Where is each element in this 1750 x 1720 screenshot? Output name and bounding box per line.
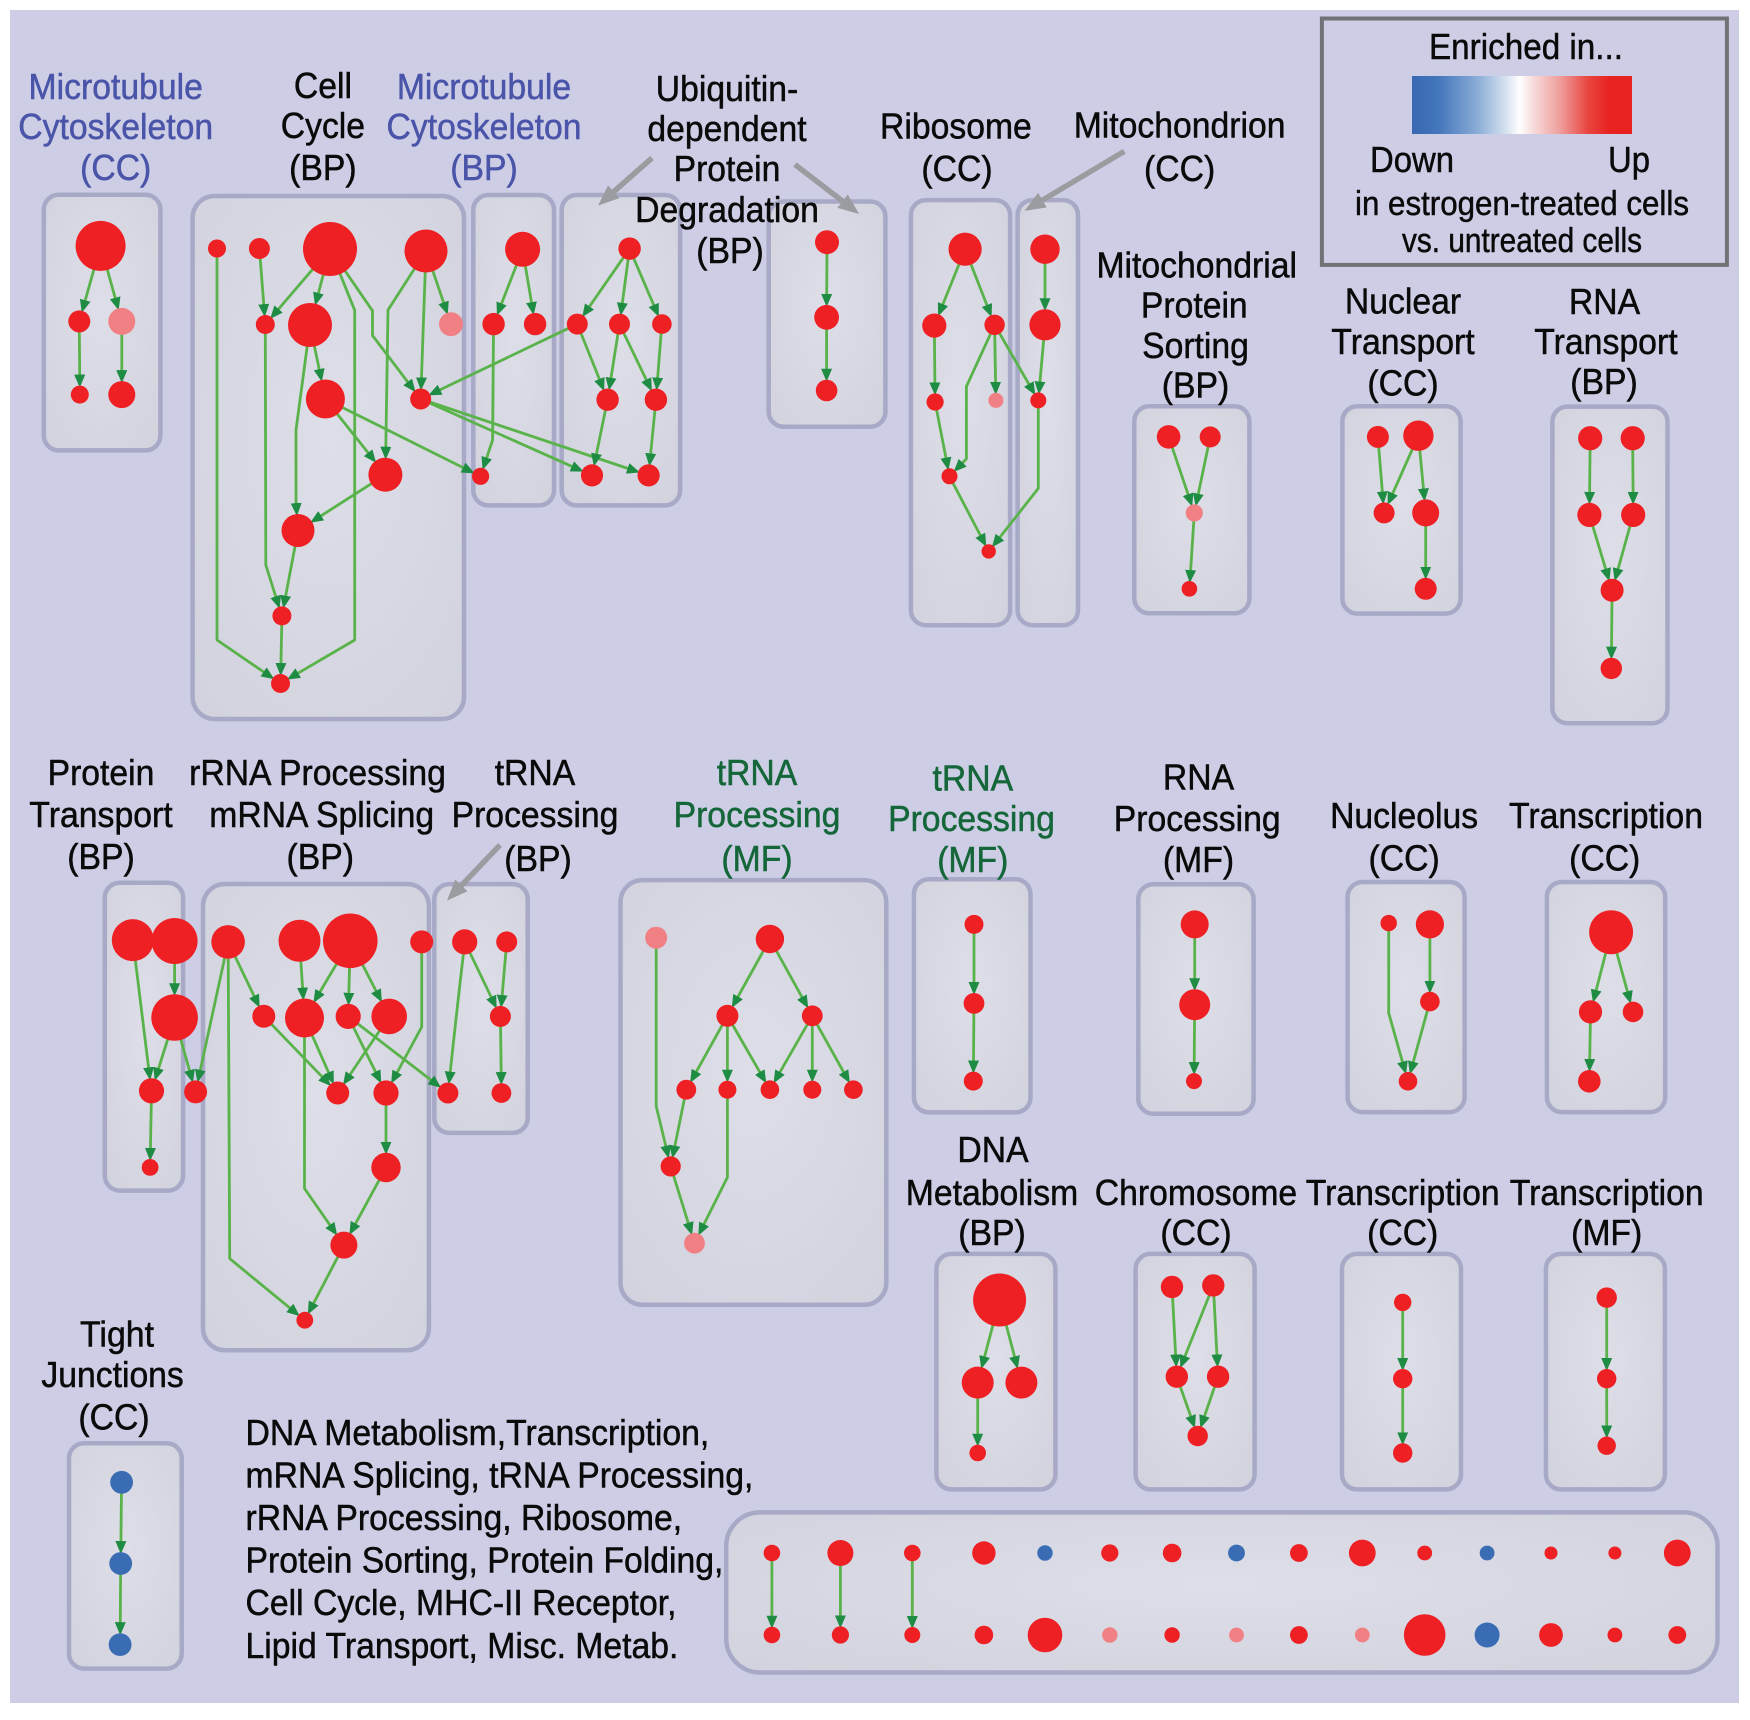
svg-text:Nuclear: Nuclear	[1345, 281, 1461, 322]
svg-text:(BP): (BP)	[67, 836, 135, 877]
svg-text:(CC): (CC)	[78, 1396, 149, 1437]
svg-text:dependent: dependent	[647, 108, 806, 149]
svg-text:Cycle: Cycle	[281, 105, 365, 146]
svg-text:Processing: Processing	[452, 794, 619, 835]
svg-text:DNA Metabolism,Transcription,: DNA Metabolism,Transcription,	[246, 1412, 710, 1453]
svg-text:tRNA: tRNA	[717, 752, 798, 793]
svg-text:Ribosome: Ribosome	[880, 106, 1032, 147]
svg-text:Cytoskeleton: Cytoskeleton	[18, 106, 213, 147]
svg-text:Transcription: Transcription	[1306, 1172, 1500, 1213]
svg-text:tRNA: tRNA	[495, 752, 576, 793]
svg-text:DNA: DNA	[957, 1129, 1028, 1170]
svg-text:(BP): (BP)	[504, 838, 572, 879]
svg-text:(BP): (BP)	[450, 147, 518, 188]
svg-text:mRNA Splicing: mRNA Splicing	[209, 794, 434, 835]
svg-text:Transport: Transport	[1331, 321, 1474, 362]
svg-text:Transport: Transport	[1534, 321, 1677, 362]
svg-text:Nucleolus: Nucleolus	[1330, 795, 1478, 836]
svg-text:Tight: Tight	[80, 1314, 154, 1355]
svg-text:Enriched in...: Enriched in...	[1429, 26, 1623, 67]
svg-text:(CC): (CC)	[1367, 1212, 1438, 1253]
svg-text:(CC): (CC)	[1160, 1212, 1231, 1253]
svg-text:Protein Sorting, Protein Foldi: Protein Sorting, Protein Folding,	[246, 1540, 724, 1581]
svg-text:rRNA Processing, Ribosome,: rRNA Processing, Ribosome,	[246, 1497, 683, 1538]
svg-text:(CC): (CC)	[1144, 148, 1215, 189]
svg-text:Sorting: Sorting	[1142, 325, 1249, 366]
svg-text:mRNA Splicing, tRNA Processing: mRNA Splicing, tRNA Processing,	[246, 1455, 754, 1496]
svg-text:Degradation: Degradation	[635, 189, 819, 230]
svg-text:(BP): (BP)	[287, 836, 355, 877]
svg-text:Mitochondrion: Mitochondrion	[1074, 104, 1286, 145]
svg-text:Transport: Transport	[29, 794, 172, 835]
svg-text:(BP): (BP)	[289, 147, 357, 188]
svg-text:Microtubule: Microtubule	[29, 66, 203, 107]
svg-text:Transcription: Transcription	[1510, 1172, 1704, 1213]
svg-text:(BP): (BP)	[696, 230, 764, 271]
svg-text:Processing: Processing	[674, 794, 841, 835]
svg-text:Junctions: Junctions	[41, 1354, 183, 1395]
svg-text:Cell Cycle, MHC-II Receptor,: Cell Cycle, MHC-II Receptor,	[246, 1582, 677, 1623]
svg-text:(CC): (CC)	[1569, 838, 1640, 879]
svg-text:(BP): (BP)	[1162, 364, 1230, 405]
svg-text:(CC): (CC)	[1367, 363, 1438, 404]
svg-text:Protein: Protein	[1141, 285, 1248, 326]
svg-text:Processing: Processing	[1114, 798, 1281, 839]
svg-text:(MF): (MF)	[1571, 1212, 1642, 1253]
svg-text:Protein: Protein	[674, 148, 781, 189]
svg-text:Processing: Processing	[888, 798, 1055, 839]
svg-text:Lipid Transport, Misc. Metab.: Lipid Transport, Misc. Metab.	[246, 1625, 679, 1666]
svg-text:Up: Up	[1608, 139, 1650, 180]
svg-text:RNA: RNA	[1569, 281, 1640, 322]
svg-text:Chromosome: Chromosome	[1095, 1172, 1297, 1213]
svg-text:(MF): (MF)	[721, 838, 792, 879]
svg-text:Ubiquitin-: Ubiquitin-	[656, 68, 798, 109]
svg-text:RNA: RNA	[1163, 756, 1234, 797]
svg-text:Protein: Protein	[48, 752, 155, 793]
svg-text:(BP): (BP)	[1570, 361, 1638, 402]
svg-text:(MF): (MF)	[937, 839, 1008, 880]
svg-text:(CC): (CC)	[921, 148, 992, 189]
svg-text:Mitochondrial: Mitochondrial	[1096, 244, 1297, 285]
svg-text:Cell: Cell	[294, 65, 352, 106]
svg-text:Microtubule: Microtubule	[397, 66, 571, 107]
svg-text:(CC): (CC)	[1369, 838, 1440, 879]
svg-text:Metabolism: Metabolism	[906, 1172, 1078, 1213]
svg-text:vs. untreated cells: vs. untreated cells	[1402, 222, 1642, 260]
svg-text:tRNA: tRNA	[933, 758, 1014, 799]
svg-text:(BP): (BP)	[958, 1212, 1026, 1253]
svg-text:Cytoskeleton: Cytoskeleton	[387, 106, 582, 147]
svg-text:rRNA Processing: rRNA Processing	[189, 752, 446, 793]
svg-text:in estrogen-treated cells: in estrogen-treated cells	[1355, 185, 1689, 223]
svg-text:Transcription: Transcription	[1509, 795, 1703, 836]
svg-text:(MF): (MF)	[1163, 839, 1234, 880]
svg-text:Down: Down	[1370, 139, 1454, 180]
svg-text:(CC): (CC)	[80, 147, 151, 188]
